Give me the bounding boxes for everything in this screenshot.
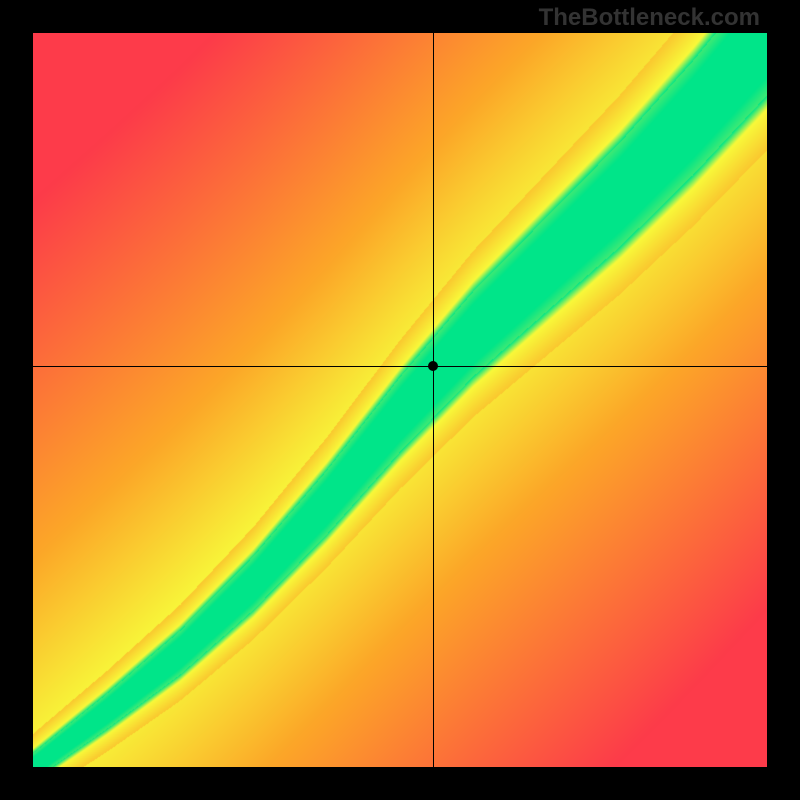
bottleneck-heatmap	[33, 33, 767, 767]
watermark-text: TheBottleneck.com	[539, 4, 760, 32]
crosshair-vertical	[433, 33, 434, 767]
heatmap-canvas	[33, 33, 767, 767]
crosshair-marker	[428, 361, 438, 371]
crosshair-horizontal	[33, 366, 767, 367]
